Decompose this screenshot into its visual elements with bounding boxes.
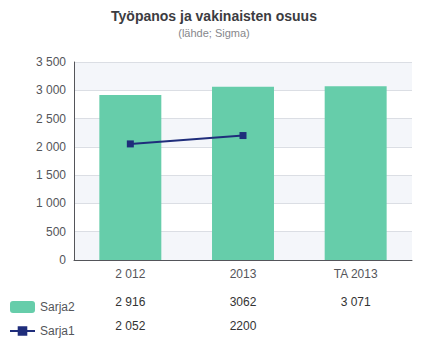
svg-text:Sarja1: Sarja1: [40, 324, 75, 338]
svg-text:3 071: 3 071: [341, 295, 371, 309]
svg-text:2200: 2200: [230, 319, 257, 333]
svg-text:2013: 2013: [230, 267, 257, 281]
svg-text:1 500: 1 500: [36, 168, 66, 182]
svg-text:2 052: 2 052: [115, 319, 145, 333]
svg-text:Työpanos ja vakinaisten osuus: Työpanos ja vakinaisten osuus: [111, 8, 317, 24]
svg-text:TA 2013: TA 2013: [334, 267, 378, 281]
svg-text:2 916: 2 916: [115, 295, 145, 309]
svg-text:(lähde; Sigma): (lähde; Sigma): [178, 27, 250, 39]
svg-text:2 012: 2 012: [115, 267, 145, 281]
svg-text:0: 0: [59, 253, 66, 267]
svg-text:1 000: 1 000: [36, 196, 66, 210]
svg-text:3 500: 3 500: [36, 55, 66, 69]
svg-text:2 500: 2 500: [36, 112, 66, 126]
svg-text:Sarja2: Sarja2: [40, 300, 75, 314]
svg-text:3062: 3062: [230, 295, 257, 309]
svg-text:500: 500: [46, 225, 66, 239]
svg-text:2 000: 2 000: [36, 140, 66, 154]
svg-text:3 000: 3 000: [36, 83, 66, 97]
